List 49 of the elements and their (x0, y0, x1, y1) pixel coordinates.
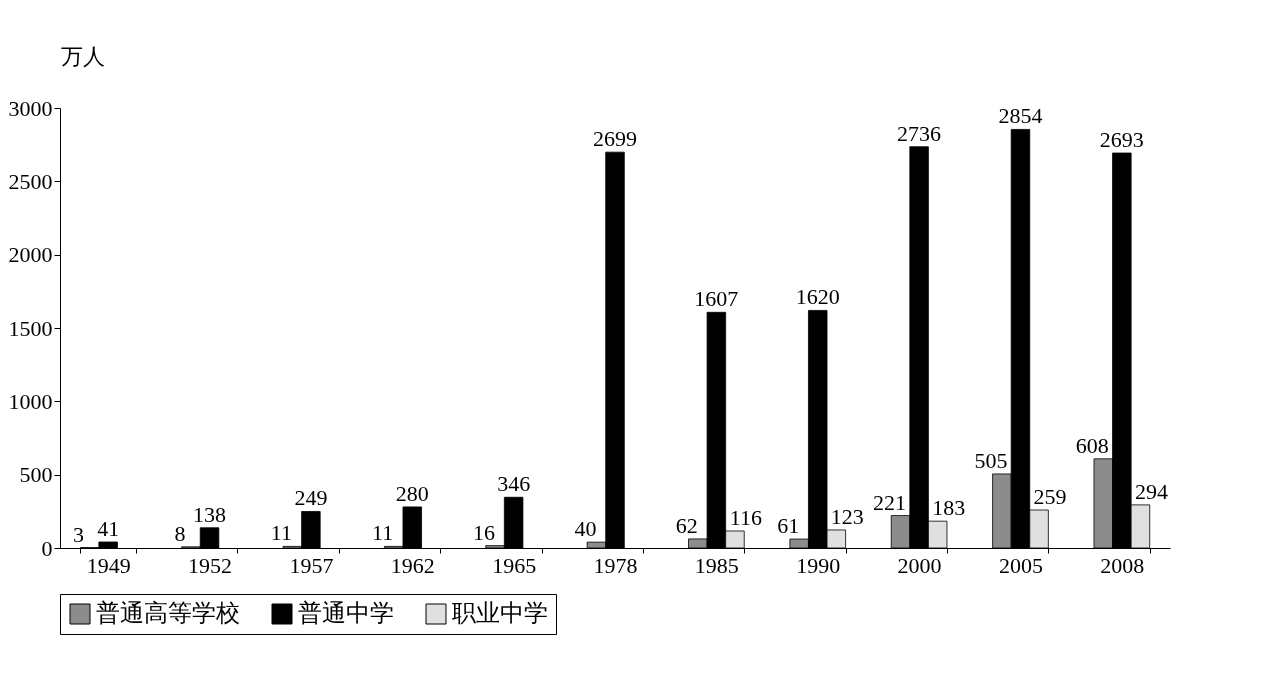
data-label: 1620 (795, 284, 840, 310)
data-label: 11 (270, 520, 292, 546)
x-tick-label: 2008 (1100, 552, 1145, 578)
legend-label: 普通高等学校 (96, 600, 240, 626)
x-tick-label: 1990 (796, 552, 841, 578)
legend-label: 职业中学 (452, 600, 548, 626)
x-tick-label: 2005 (998, 552, 1043, 578)
data-label: 123 (830, 503, 864, 529)
y-tick-label: 2500 (8, 168, 53, 194)
y-tick-label: 1500 (8, 315, 53, 341)
data-label: 1607 (694, 286, 739, 312)
data-label: 3 (73, 521, 85, 547)
data-label: 11 (372, 520, 394, 546)
data-label: 41 (97, 515, 120, 541)
data-label: 294 (1134, 478, 1168, 504)
data-label: 249 (294, 485, 328, 511)
x-tick-label: 1985 (694, 552, 739, 578)
y-tick-label: 0 (41, 535, 53, 561)
data-label: 16 (473, 519, 496, 545)
x-tick-label: 1978 (593, 552, 638, 578)
data-label: 259 (1033, 484, 1067, 510)
y-tick-label: 500 (19, 462, 53, 488)
data-label: 62 (675, 512, 698, 538)
data-label: 2854 (998, 103, 1043, 129)
data-label: 608 (1075, 432, 1109, 458)
data-label: 2699 (593, 126, 637, 152)
data-label: 183 (932, 495, 966, 521)
x-tick-label: 1952 (188, 552, 233, 578)
x-tick-label: 2000 (897, 552, 942, 578)
y-tick-label: 2000 (8, 242, 53, 268)
data-label: 280 (395, 480, 429, 506)
y-tick-label: 3000 (8, 95, 53, 121)
x-tick-label: 1949 (86, 552, 131, 578)
data-label: 116 (729, 504, 763, 530)
data-label: 138 (193, 501, 227, 527)
y-axis-title: 万人 (60, 43, 105, 69)
y-tick-label: 1000 (8, 388, 53, 414)
x-tick-label: 1962 (390, 552, 435, 578)
legend-label: 普通中学 (298, 600, 394, 626)
x-tick-label: 1957 (289, 552, 334, 578)
data-label: 61 (777, 513, 800, 539)
data-label: 505 (974, 447, 1008, 473)
data-label: 221 (873, 489, 907, 515)
data-label: 2736 (897, 120, 942, 146)
x-tick-label: 1965 (492, 552, 537, 578)
data-label: 8 (174, 520, 186, 546)
data-label: 2693 (1099, 127, 1144, 153)
data-label: 40 (574, 516, 597, 542)
data-label: 346 (497, 471, 531, 497)
